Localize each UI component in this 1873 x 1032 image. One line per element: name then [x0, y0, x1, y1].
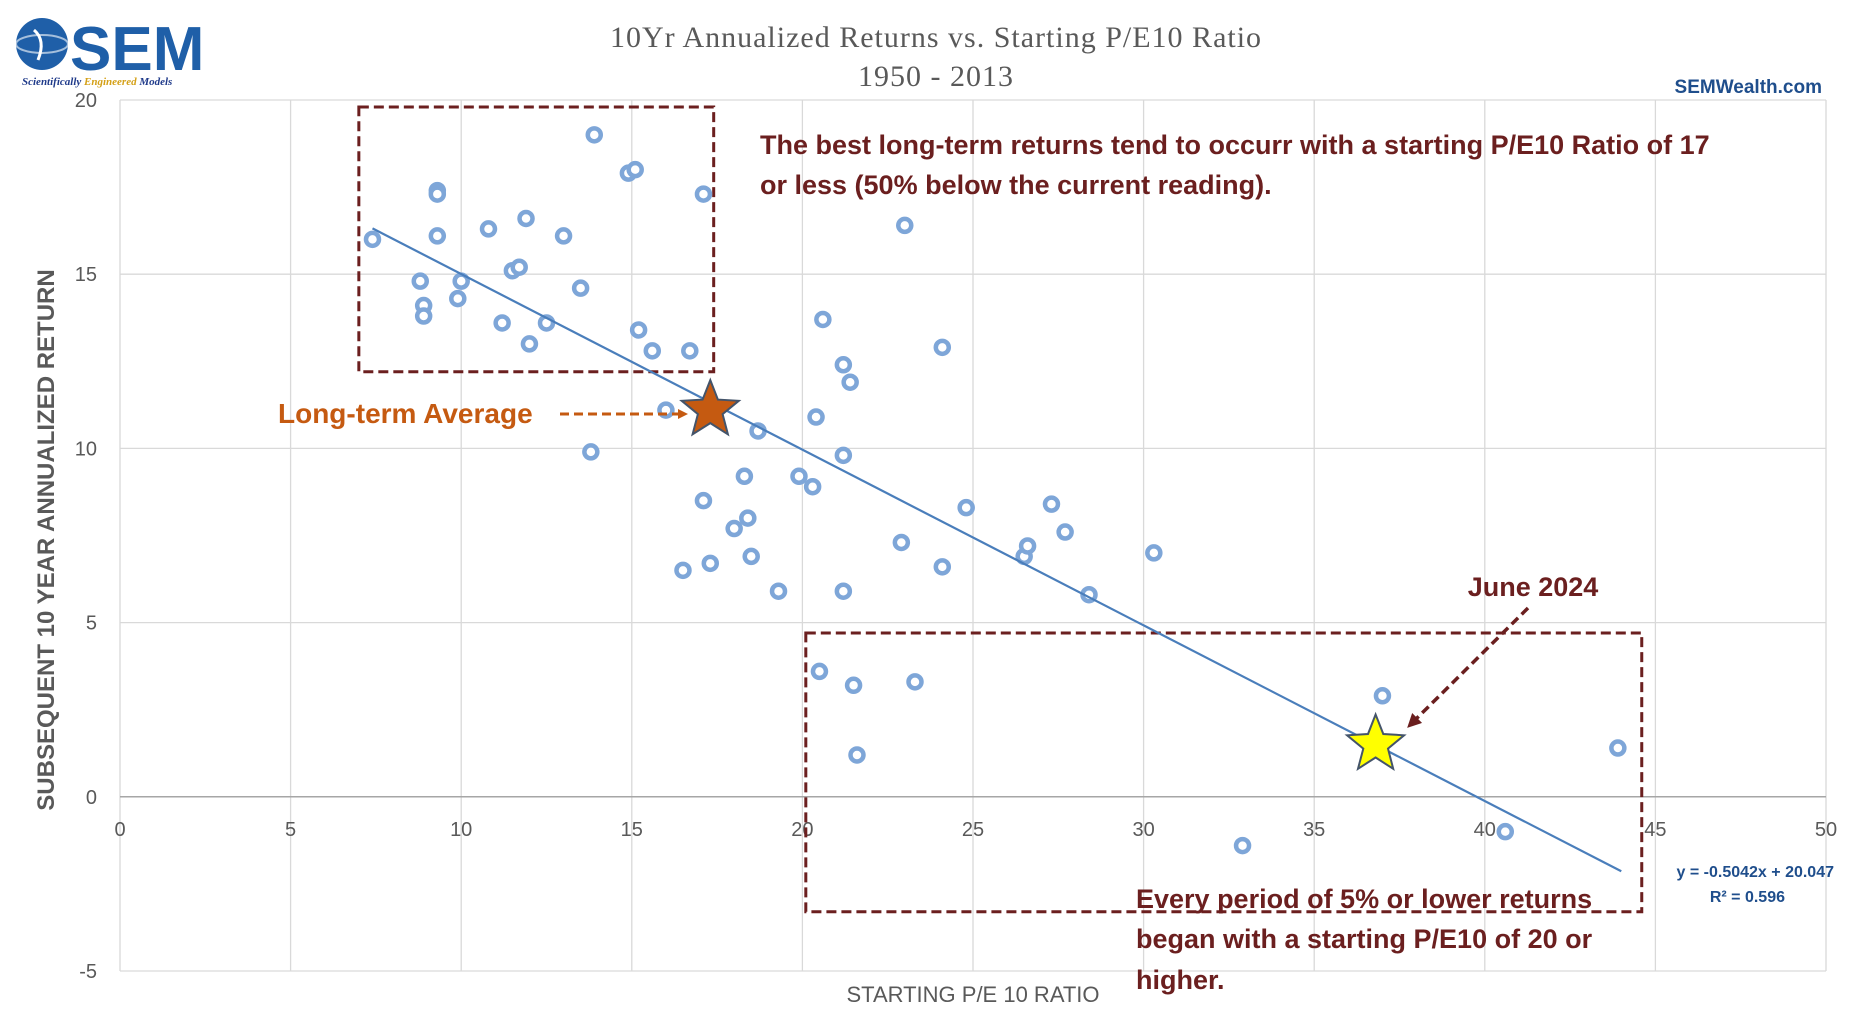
x-tick-label: 30	[1132, 819, 1154, 841]
data-point	[1145, 544, 1163, 562]
x-tick-label: 20	[791, 819, 813, 841]
x-tick-label: 10	[450, 819, 472, 841]
y-tick-label: 0	[86, 787, 97, 809]
data-point	[906, 673, 924, 691]
data-point	[363, 230, 382, 249]
data-point	[735, 467, 754, 486]
data-point	[1018, 537, 1037, 555]
high-pe-box	[804, 631, 1644, 914]
data-point	[739, 509, 757, 527]
data-point	[807, 408, 825, 426]
data-point	[814, 310, 832, 329]
source-credit: SEMWealth.com	[1675, 77, 1822, 98]
data-point	[674, 561, 692, 580]
june-2024-star	[1344, 711, 1407, 772]
data-point	[1496, 822, 1515, 841]
data-point	[643, 342, 662, 360]
data-point	[1042, 495, 1061, 513]
data-point	[834, 356, 853, 374]
data-point	[629, 321, 648, 339]
data-point	[892, 533, 911, 552]
low-pe-box	[357, 105, 716, 374]
data-point	[1373, 687, 1392, 705]
data-point	[585, 126, 604, 144]
data-points	[363, 126, 1627, 855]
data-point	[681, 342, 699, 360]
x-tick-label: 45	[1644, 819, 1666, 841]
data-point	[520, 335, 539, 353]
x-axis-title: STARTING P/E 10 RATIO	[846, 982, 1099, 1007]
x-tick-label: 15	[621, 819, 643, 841]
y-axis-ticks: -5 0 5 10 15 20	[75, 90, 97, 983]
data-point	[479, 220, 498, 238]
x-tick-label: 50	[1815, 819, 1837, 841]
data-point	[848, 746, 866, 764]
data-point	[1233, 836, 1252, 855]
x-tick-label: 35	[1303, 819, 1325, 841]
data-point	[428, 227, 447, 245]
chart-subtitle: 1950 - 2013	[858, 60, 1014, 93]
data-point	[701, 554, 720, 573]
data-point	[834, 446, 853, 465]
low-pe-note-line-1: The best long-term returns tend to occur…	[760, 130, 1710, 160]
long-term-average-star	[679, 377, 742, 437]
data-point	[493, 314, 511, 332]
data-point	[1609, 739, 1627, 757]
june-2024-label: June 2024	[1468, 572, 1599, 602]
data-point	[933, 338, 952, 357]
y-tick-label: 10	[75, 438, 97, 460]
x-tick-label: 40	[1474, 819, 1496, 841]
data-point	[694, 185, 713, 203]
low-pe-note-line-2: or less (50% below the current reading).	[760, 170, 1272, 200]
data-point	[517, 209, 535, 228]
data-point	[428, 185, 447, 203]
long-term-average-label: Long-term Average	[278, 398, 533, 429]
data-point	[411, 272, 430, 290]
gridlines	[119, 99, 1827, 972]
data-point	[803, 477, 822, 496]
high-pe-note-line-1: Every period of 5% or lower returns	[1136, 884, 1592, 914]
high-pe-note-line-3: higher.	[1136, 965, 1225, 995]
y-tick-label: -5	[79, 961, 97, 983]
data-point	[449, 289, 467, 308]
y-tick-label: 5	[86, 613, 97, 635]
x-tick-label: 0	[114, 819, 125, 841]
data-point	[933, 558, 952, 576]
data-point	[790, 467, 808, 486]
x-axis-ticks: 0 5 10 15 20 25 30 35 40 45 50	[114, 819, 1837, 841]
data-point	[554, 227, 573, 245]
logo-text: SEM	[70, 15, 204, 84]
data-point	[414, 307, 433, 325]
data-point	[957, 498, 975, 517]
y-axis-title: SUBSEQUENT 10 YEAR ANNUALIZED RETURN	[33, 269, 60, 810]
data-point	[834, 582, 853, 600]
data-point	[896, 216, 914, 235]
high-pe-note-line-2: began with a starting P/E10 of 20 or	[1136, 924, 1593, 954]
trendline-equation: y = -0.5042x + 20.047	[1677, 864, 1835, 881]
data-point	[1056, 523, 1074, 541]
data-point	[626, 160, 644, 179]
data-point	[810, 662, 829, 681]
x-tick-label: 25	[962, 819, 984, 841]
y-tick-label: 15	[75, 264, 97, 286]
data-point	[742, 547, 760, 566]
trendline	[371, 227, 1622, 873]
data-point	[510, 258, 528, 276]
highlight-boxes	[357, 105, 1644, 914]
data-point	[769, 582, 788, 600]
y-tick-label: 20	[75, 90, 97, 112]
data-point	[571, 279, 590, 297]
logo-tagline: Scientifically Engineered Models	[22, 76, 172, 88]
trendline-r-squared: R² = 0.596	[1710, 889, 1785, 906]
june-2024-arrow	[1407, 606, 1530, 728]
data-point	[582, 443, 600, 461]
data-point	[725, 519, 743, 538]
data-point	[841, 373, 859, 391]
data-point	[694, 491, 713, 510]
sem-logo: SEM Scientifically Engineered Models	[15, 15, 204, 88]
x-tick-label: 5	[285, 819, 296, 841]
chart-title: 10Yr Annualized Returns vs. Starting P/E…	[610, 21, 1262, 54]
data-point	[844, 676, 863, 695]
